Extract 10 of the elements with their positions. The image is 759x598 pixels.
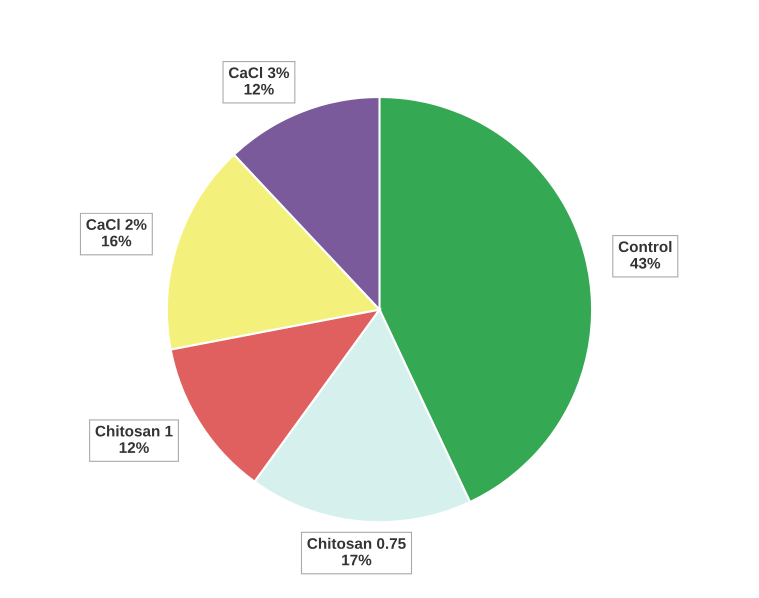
data-label: 16% <box>102 236 132 246</box>
data-label: 12% <box>244 84 274 95</box>
data-label: 17% <box>342 554 372 566</box>
data-label: 43% <box>630 258 660 269</box>
slice-label: Chitosan 0.75 <box>307 538 406 549</box>
slice-label: CaCl 3% <box>228 66 290 78</box>
slice-label: Control <box>618 240 672 252</box>
slice-label: Chitosan 1 <box>96 425 173 437</box>
slice-label: CaCl 2% <box>86 218 147 230</box>
data-label: 12% <box>120 442 149 453</box>
